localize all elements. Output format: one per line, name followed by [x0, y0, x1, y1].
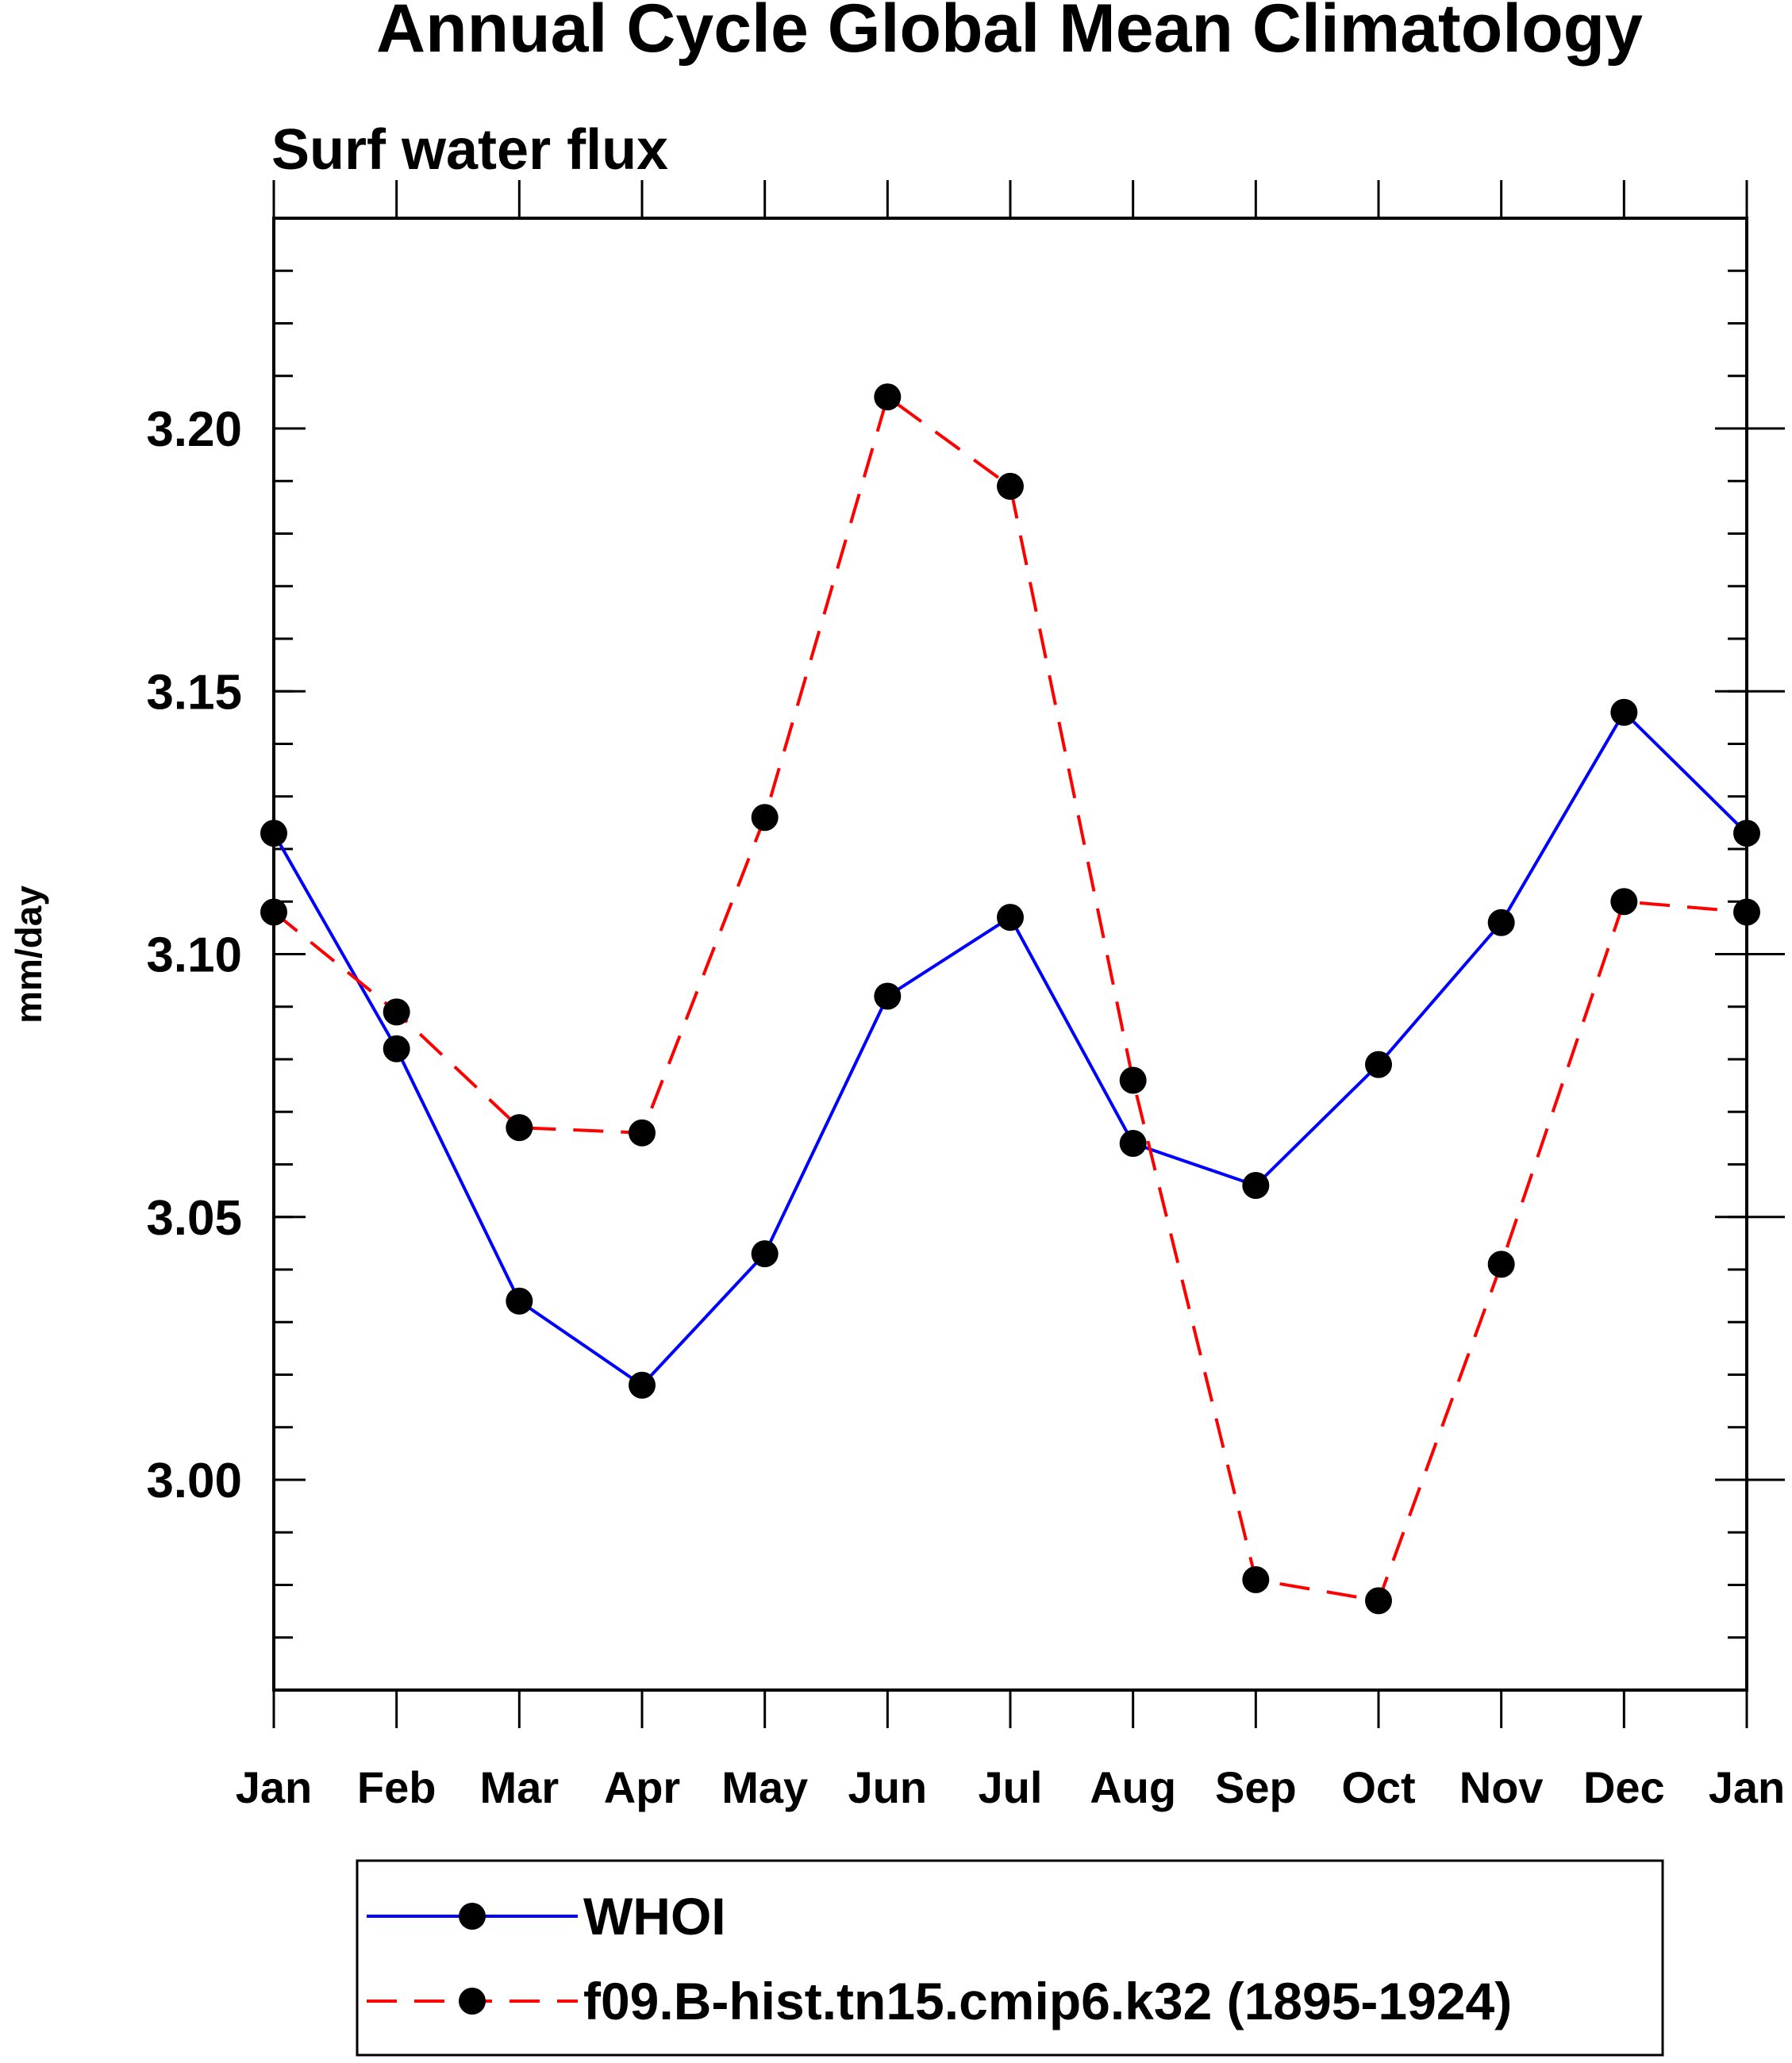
legend-label-whoi: WHOI [583, 1887, 726, 1946]
x-tick-label: Oct [1341, 1762, 1415, 1812]
y-axis-label: mm/day [8, 886, 49, 1024]
data-point [260, 820, 287, 847]
x-tick-label: Nov [1459, 1762, 1544, 1812]
x-tick-label: May [721, 1762, 808, 1812]
data-point [1487, 1250, 1515, 1278]
data-point [751, 804, 779, 832]
legend-box [356, 1859, 1664, 2057]
data-point [260, 898, 287, 926]
y-tick-label: 3.15 [146, 665, 242, 720]
y-tick-label: 3.05 [146, 1191, 242, 1246]
data-point [1365, 1587, 1392, 1615]
y-tick-label: 3.10 [146, 928, 242, 983]
data-point [1487, 909, 1515, 936]
data-point [1733, 820, 1760, 847]
data-point [383, 998, 410, 1026]
data-point [1733, 898, 1760, 926]
series-layer [260, 383, 1760, 1615]
data-point [1119, 1066, 1147, 1094]
x-tick-label: Jan [1709, 1762, 1786, 1812]
data-point [874, 383, 902, 411]
legend: WHOI f09.B-hist.tn15.cmip6.k32 (1895-192… [356, 1859, 1664, 2057]
chart-title: Annual Cycle Global Mean Climatology [376, 0, 1643, 67]
data-point [629, 1119, 656, 1147]
x-tick-label: Jan [236, 1762, 313, 1812]
y-tick-label: 3.20 [146, 402, 242, 457]
data-point [1610, 698, 1638, 726]
data-point [506, 1287, 533, 1315]
legend-label-model: f09.B-hist.tn15.cmip6.k32 (1895-1924) [583, 1972, 1512, 2030]
data-point [874, 982, 902, 1010]
x-tick-label: Apr [604, 1762, 680, 1812]
data-point [629, 1371, 656, 1399]
x-tick-label: Jun [848, 1762, 928, 1812]
series-line-0 [272, 709, 1748, 1388]
data-point [1119, 1130, 1147, 1157]
data-point [751, 1240, 779, 1268]
data-point [1242, 1172, 1270, 1199]
plot-frame [272, 217, 1748, 1692]
data-point [1242, 1565, 1270, 1593]
x-tick-label: Mar [480, 1762, 560, 1812]
chart-subtitle: Surf water flux [271, 118, 668, 182]
data-point [1610, 888, 1638, 916]
x-tick-label: Aug [1090, 1762, 1176, 1812]
data-point [506, 1114, 533, 1142]
data-point [997, 472, 1024, 500]
axis-ticks [272, 180, 1785, 1728]
y-tick-label: 3.00 [146, 1454, 242, 1508]
data-point [383, 1035, 410, 1062]
x-tick-labels: Jan Feb Mar Apr May Jun Jul Aug Sep Oct Nov Dec Jan [236, 1762, 1786, 1812]
x-tick-label: Dec [1583, 1762, 1665, 1812]
data-point [1365, 1051, 1392, 1078]
x-tick-label: Jul [979, 1762, 1043, 1812]
legend-marker-model [459, 1988, 486, 2015]
y-tick-labels: 3.00 3.05 3.10 3.15 3.20 [146, 402, 242, 1508]
x-tick-label: Feb [357, 1762, 436, 1812]
x-tick-label: Sep [1215, 1762, 1297, 1812]
data-point [997, 904, 1024, 932]
legend-marker-whoi [459, 1903, 486, 1930]
series-line-1 [272, 394, 1748, 1603]
